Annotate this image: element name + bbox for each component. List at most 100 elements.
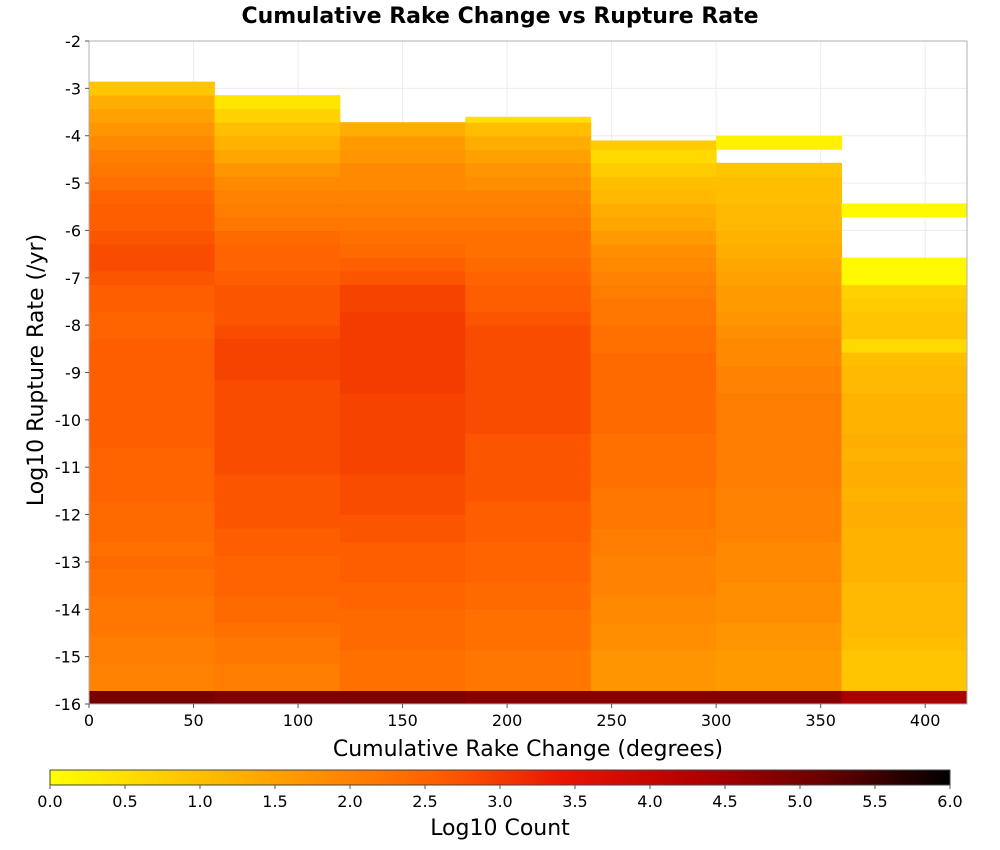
heatmap-cell <box>590 298 717 313</box>
heatmap-cell <box>590 406 717 421</box>
heatmap-cell <box>716 433 843 448</box>
heatmap-cell <box>214 176 341 191</box>
x-axis-ticks: 0 50 100 150 200 250 300 350 400 <box>84 704 941 730</box>
heatmap-cell <box>339 446 466 461</box>
heatmap-cell <box>214 162 341 177</box>
heatmap-cell <box>716 622 843 637</box>
heatmap-cell <box>339 257 466 272</box>
heatmap-cell <box>339 568 466 583</box>
heatmap-cell <box>465 582 592 597</box>
heatmap-cell <box>89 162 215 177</box>
heatmap-cell <box>841 419 968 434</box>
heatmap-cell <box>465 122 592 137</box>
heatmap-cell <box>841 514 968 529</box>
heatmap-cell <box>590 419 717 434</box>
heatmap-cell <box>841 555 968 570</box>
heatmap-cell <box>841 582 968 597</box>
heatmap-cell <box>339 298 466 313</box>
heatmap-cell <box>590 176 717 191</box>
x-tick-label: 0 <box>84 711 94 730</box>
heatmap-cell <box>214 284 341 299</box>
heatmap-cell <box>716 514 843 529</box>
heatmap-cell <box>89 379 215 394</box>
heatmap-cell <box>465 595 592 610</box>
heatmap-cell <box>465 216 592 231</box>
x-tick-label: 100 <box>283 711 314 730</box>
heatmap-cell <box>716 541 843 556</box>
colorbar-tick-label: 5.5 <box>862 792 887 811</box>
heatmap-cell <box>89 311 215 326</box>
heatmap-cell <box>89 568 215 583</box>
heatmap-cell <box>465 365 592 380</box>
heatmap-cell <box>841 203 968 218</box>
heatmap-cell <box>716 676 843 691</box>
heatmap-cell <box>590 676 717 691</box>
heatmap-cell <box>339 514 466 529</box>
colorbar-tick-label: 3.5 <box>562 792 587 811</box>
heatmap-cell <box>339 243 466 259</box>
heatmap-cell <box>590 365 717 380</box>
x-tick-label: 200 <box>492 711 523 730</box>
heatmap-cell <box>465 460 592 475</box>
heatmap-cell <box>465 433 592 448</box>
heatmap-cell <box>590 473 717 489</box>
heatmap-cell <box>214 501 341 516</box>
y-tick-label: -12 <box>55 506 81 525</box>
heatmap-cell <box>214 325 341 340</box>
heatmap-cell <box>590 649 717 664</box>
heatmap-cell <box>214 446 341 461</box>
heatmap-cell <box>89 446 215 461</box>
heatmap-cell <box>716 487 843 502</box>
heatmap-cell <box>89 406 215 421</box>
heatmap-cell <box>89 176 215 191</box>
heatmap-cell <box>214 365 341 380</box>
y-tick-label: -6 <box>65 221 81 240</box>
heatmap-cell <box>89 203 215 218</box>
x-tick-label: 50 <box>183 711 203 730</box>
heatmap-cell <box>339 311 466 326</box>
heatmap-cell <box>339 338 466 353</box>
heatmap-cell <box>716 271 843 286</box>
heatmap-cell <box>465 116 592 123</box>
heatmap-cell <box>465 514 592 529</box>
heatmap-cell <box>841 365 968 380</box>
y-tick-label: -13 <box>55 553 81 572</box>
y-tick-label: -14 <box>55 600 81 619</box>
heatmap-cell <box>465 501 592 516</box>
heatmap-cell <box>89 243 215 259</box>
heatmap-cell <box>339 392 466 407</box>
x-tick-label: 400 <box>910 711 941 730</box>
heatmap-cell <box>89 216 215 231</box>
heatmap-cell <box>716 501 843 516</box>
heatmap-cell <box>214 108 341 123</box>
heatmap-cell <box>716 230 843 245</box>
heatmap-cell <box>841 257 968 272</box>
heatmap-cell <box>716 663 843 678</box>
heatmap-cell <box>339 189 466 204</box>
heatmap-cell <box>214 487 341 502</box>
heatmap-cell <box>89 555 215 570</box>
heatmap-cell <box>716 379 843 394</box>
heatmap-cell <box>339 216 466 231</box>
heatmap-cell <box>214 419 341 434</box>
heatmap-cell <box>339 622 466 637</box>
heatmap-cell <box>590 690 717 705</box>
heatmap-cell <box>214 595 341 610</box>
heatmap-cell <box>716 595 843 610</box>
heatmap-cell <box>89 473 215 489</box>
heatmap-cell <box>841 676 968 691</box>
heatmap-cell <box>590 284 717 299</box>
heatmap-cell <box>89 528 215 543</box>
heatmap-cell <box>841 501 968 516</box>
colorbar-tick-label: 4.0 <box>637 792 662 811</box>
heatmap-cell <box>214 568 341 583</box>
colorbar-label: Log10 Count <box>430 816 570 841</box>
colorbar-tick-label: 6.0 <box>937 792 962 811</box>
heatmap-cell <box>465 325 592 340</box>
heatmap-cell <box>214 636 341 651</box>
y-axis-ticks: -2 -3 -4 -5 -6 -7 -8 -9 -10 -11 -12 -13 -14 -15 -16 <box>55 32 89 714</box>
heatmap-cell <box>339 379 466 394</box>
heatmap-cell <box>716 243 843 259</box>
heatmap-cell <box>89 541 215 556</box>
